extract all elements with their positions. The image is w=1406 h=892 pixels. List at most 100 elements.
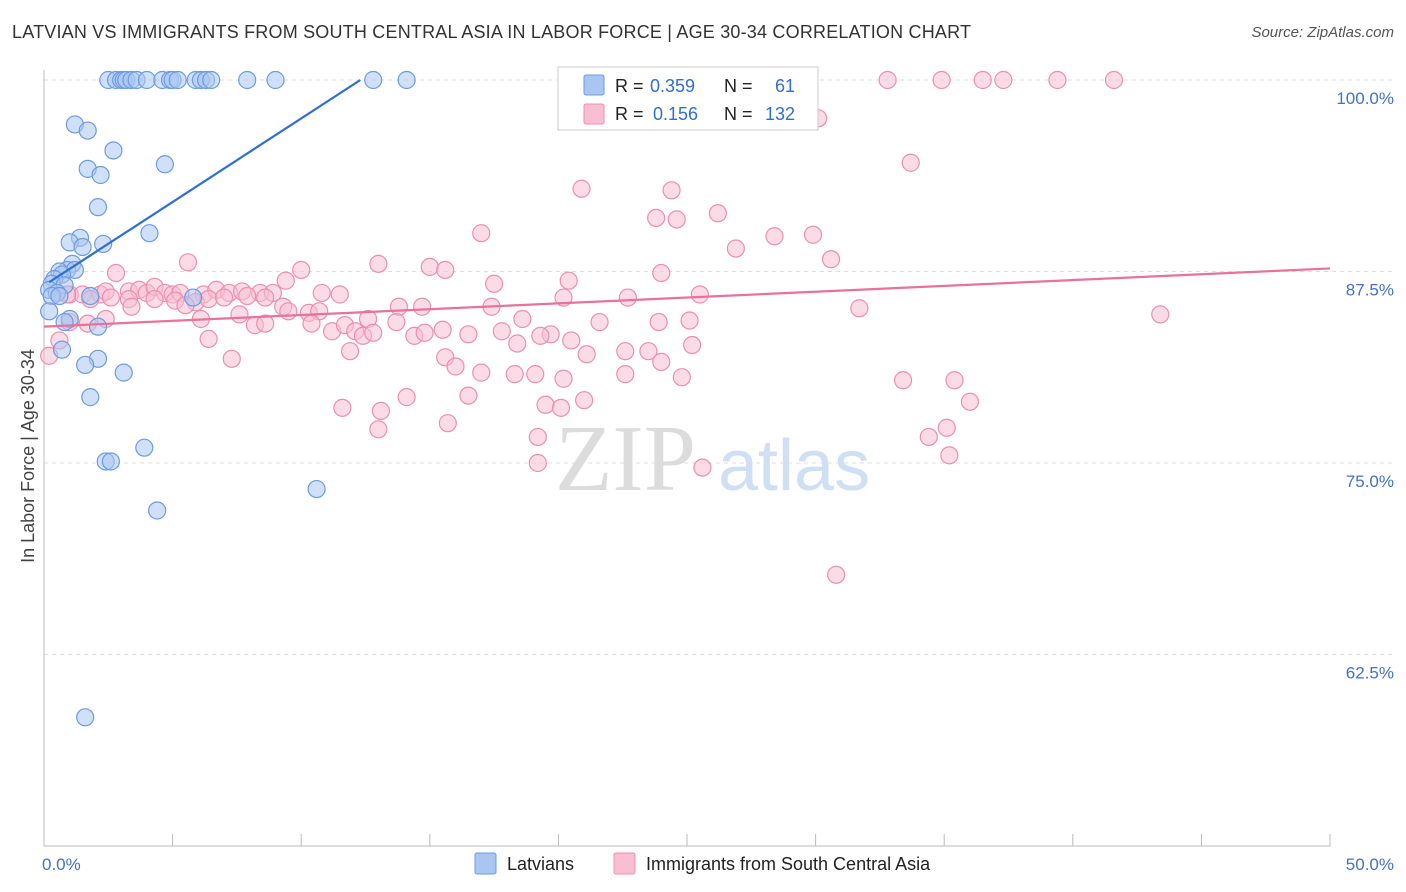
latvians-point [78,121,97,140]
legend-swatch-immigrants [583,103,605,125]
grid-lines [44,79,1394,655]
immigrants-point [364,323,383,342]
latvians-point [397,70,416,90]
latvians-point [238,70,257,90]
stats-legend: R = 0.359 N = 61 R = 0.156 N = 132 [557,66,819,131]
immigrants-point [412,297,432,316]
immigrants-point [575,391,594,410]
immigrants-point [945,371,964,390]
immigrants-point [230,305,249,324]
trend-lines [43,79,1331,328]
immigrants-point [106,263,126,283]
latvians-point [155,155,174,174]
immigrants-point [199,289,218,309]
immigrants-point [178,253,198,272]
immigrants-point [827,565,846,584]
chart-title: LATVIAN VS IMMIGRANTS FROM SOUTH CENTRAL… [12,22,972,42]
immigrants-point [433,320,452,339]
immigrants-point [708,204,727,223]
series-latvians-points [40,70,416,727]
immigrants-point [672,368,691,387]
y-tick-label: 87.5% [1346,281,1394,300]
latvians-point [76,708,95,727]
immigrants-point [492,322,511,341]
immigrants-point [101,288,120,307]
immigrants-point [680,311,699,330]
latvians-point [55,312,74,332]
latvians-point [168,70,187,90]
latvians-point [184,288,203,307]
tick-labels: 62.5% 75.0% 87.5% 100.0% 0.0% 50.0% [42,89,1394,874]
immigrants-point [472,363,491,382]
bottom-legend-immigrants: Immigrants from South Central Asia [646,854,931,874]
legend-n-label-1: N = [724,76,753,96]
immigrants-point [803,225,823,244]
immigrants-point [618,288,637,307]
immigrants-point [276,271,295,290]
immigrants-point [893,371,913,390]
immigrants-point [256,288,275,307]
immigrants-point [214,288,234,307]
legend-r-value-2: 0.156 [653,104,698,124]
legend-n-value-2: 132 [765,104,795,124]
immigrants-point [389,297,409,316]
immigrants-point [652,263,671,283]
legend-r-label-1: R = [615,76,644,96]
immigrants-point [531,326,550,345]
immigrants-point [562,331,581,350]
series-legend: Latvians Immigrants from South Central A… [474,852,931,875]
immigrants-point [446,357,465,376]
immigrants-point [590,312,609,332]
immigrants-point [438,414,457,433]
immigrants-point [472,224,491,243]
immigrants-point [647,208,666,227]
watermark-atlas: atlas [718,426,870,506]
latvians-point [307,479,326,499]
immigrants-point [554,288,573,307]
immigrants-point [683,335,702,355]
immigrants-point [577,345,596,364]
immigrants-point [1048,70,1067,90]
latvians-point [73,237,92,257]
immigrants-point [369,254,388,273]
latvians-point [202,70,221,90]
immigrants-point [821,250,841,269]
latvians-point [135,438,154,457]
x-tick-label: 50.0% [1346,855,1394,874]
legend-n-label-2: N = [724,104,753,124]
immigrants-point [901,153,920,172]
latvians-point [91,165,110,185]
immigrants-point [397,388,416,407]
immigrants-point [387,312,406,332]
immigrants-point [222,349,241,368]
immigrants-point [572,179,591,198]
latvians-trend-line [48,79,361,284]
immigrants-point [554,369,573,388]
latvians-point [88,317,108,336]
immigrants-point [333,398,352,417]
immigrants-trend-line [43,267,1331,328]
latvians-point [81,286,100,306]
immigrants-point [652,352,671,371]
immigrants-point [340,342,360,361]
latvians-point [101,452,120,471]
immigrants-point [536,395,555,414]
bottom-legend-swatch-immigrants [613,852,636,875]
latvians-point [50,286,69,306]
immigrants-point [662,181,681,200]
immigrants-point [459,325,478,344]
legend-n-value-1: 61 [775,76,795,96]
immigrants-point [312,283,331,303]
immigrants-point [199,329,218,349]
immigrants-point [919,427,938,447]
latvians-point [140,224,159,243]
immigrants-point [940,446,959,465]
immigrants-point [145,289,164,309]
immigrants-point [292,260,311,280]
legend-r-value-1: 0.359 [650,76,695,96]
latvians-point [88,198,108,217]
bottom-legend-latvians: Latvians [507,854,574,874]
immigrants-point [302,314,321,333]
immigrants-point [371,401,391,421]
axes [43,70,1331,847]
